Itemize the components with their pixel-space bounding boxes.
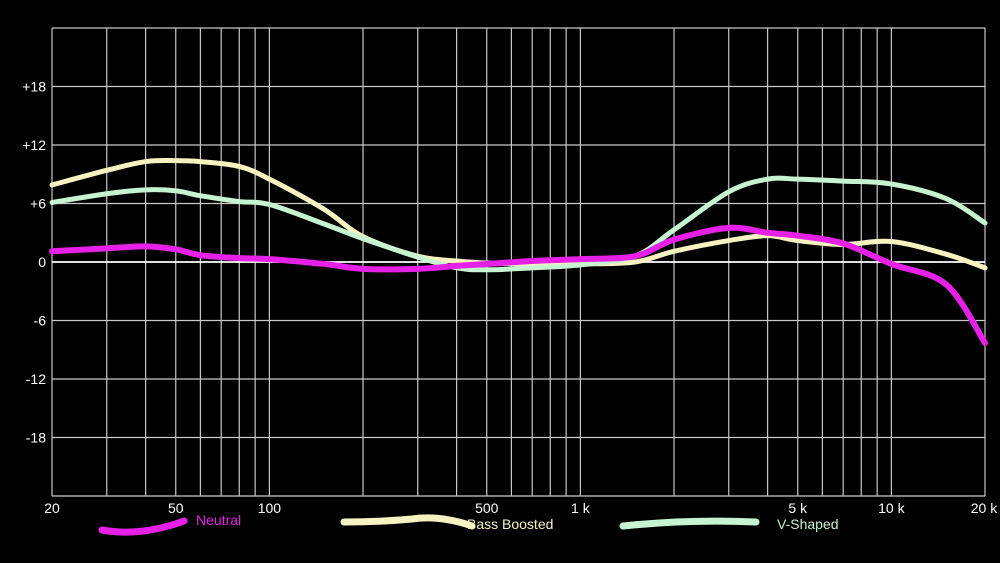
y-tick-label: -6 [34,313,47,329]
legend: Neutral Bass Boosted V-Shaped [98,512,839,536]
x-tick-label: 5 k [788,500,808,516]
x-tick-label: 1 k [571,500,591,516]
y-tick-label: +12 [22,137,46,153]
y-axis-ticks: +18 +12 +6 0 -6 -12 -18 [22,79,46,446]
y-tick-label: +18 [22,79,46,95]
series-lines [49,157,988,346]
legend-label-bass-boosted: Bass Boosted [467,516,553,532]
legend-swatch-neutral [98,517,188,536]
x-tick-label: 20 k [971,500,998,516]
x-tick-label: 10 k [878,500,905,516]
y-tick-label: +6 [30,196,46,212]
x-tick-label: 100 [258,500,282,516]
legend-swatch-bass-boosted [340,514,476,530]
series-line-v-shaped [49,175,988,273]
legend-label-neutral: Neutral [196,512,241,528]
x-tick-label: 500 [475,500,499,516]
y-tick-label: -12 [26,371,46,387]
series-line-neutral [49,224,988,346]
x-axis-ticks: 20 50 100 500 1 k 5 k 10 k 20 k [44,500,998,516]
y-tick-label: 0 [38,254,46,270]
y-tick-label: -18 [26,430,46,446]
legend-swatch-v-shaped [619,517,760,530]
x-tick-label: 20 [44,500,60,516]
legend-label-v-shaped: V-Shaped [777,516,839,532]
x-tick-label: 50 [168,500,184,516]
